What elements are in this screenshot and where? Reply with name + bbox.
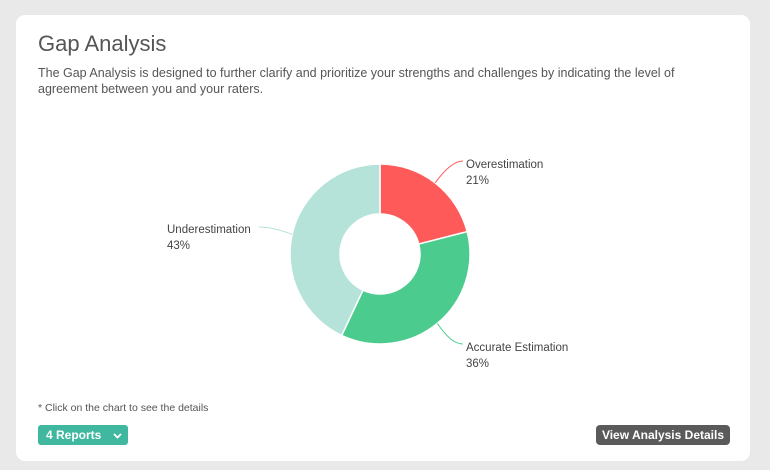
page-title: Gap Analysis	[38, 31, 167, 56]
slice-category-label: Underestimation	[167, 224, 251, 236]
view-analysis-details-button[interactable]: View Analysis Details	[595, 425, 730, 445]
reports-dropdown[interactable]: 4 Reports	[38, 425, 128, 445]
slice-value-label: 21%	[466, 175, 489, 187]
slice-value-label: 43%	[167, 240, 190, 252]
donut-slice-accurate-estimation[interactable]	[340, 230, 471, 345]
gap-analysis-card: Gap Analysis The Gap Analysis is designe…	[16, 15, 750, 461]
donut-slice-overestimation[interactable]	[379, 163, 469, 245]
leader-line	[436, 323, 464, 345]
page-description: The Gap Analysis is designed to further …	[38, 66, 675, 96]
leader-line	[434, 160, 464, 184]
donut-slice-underestimation[interactable]	[289, 163, 381, 337]
slice-category-label: Accurate Estimation	[466, 342, 568, 354]
reports-dropdown-label: 4 Reports	[46, 428, 102, 442]
leader-line	[258, 226, 293, 235]
chart-hint-note: * Click on the chart to see the details	[38, 402, 209, 414]
slice-value-label: 36%	[466, 358, 489, 370]
slice-category-label: Overestimation	[466, 159, 543, 171]
chevron-down-icon	[113, 428, 122, 442]
gap-donut-chart[interactable]: Overestimation 21% Accurate Estimation 36% U…	[16, 15, 750, 395]
